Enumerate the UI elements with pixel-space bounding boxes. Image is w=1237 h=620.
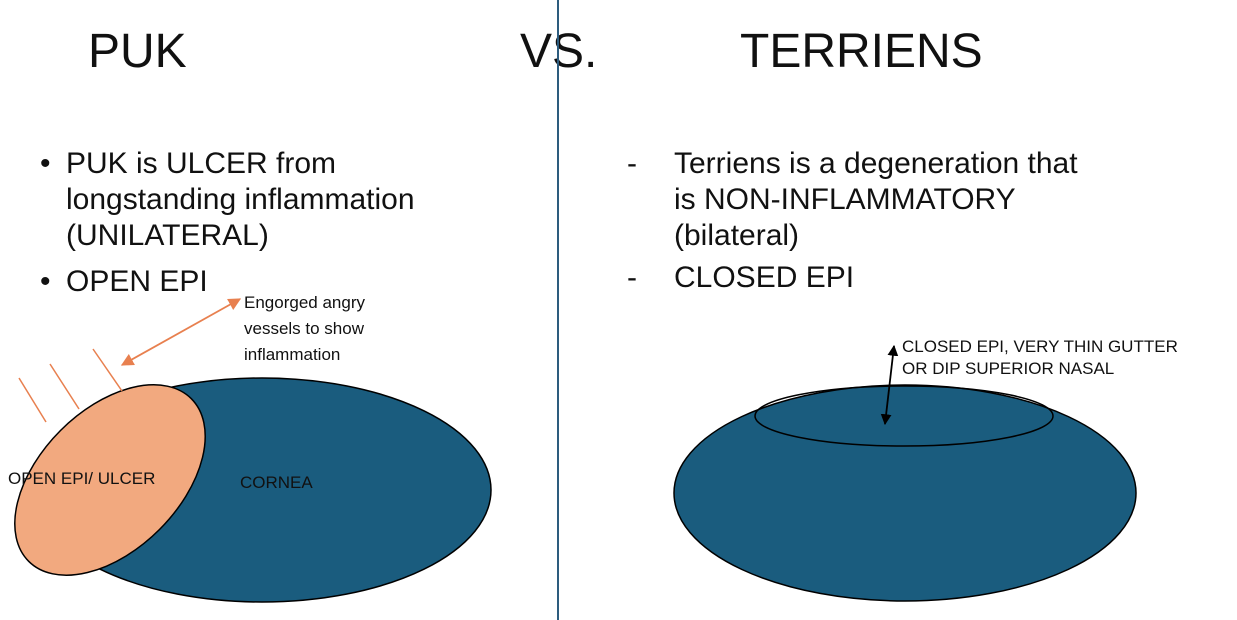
- bullet-dot: •: [40, 147, 51, 180]
- terriens-bullet-text: CLOSED EPI: [674, 261, 855, 294]
- engorged-vessels-label: Engorged angry vessels to show inflammat…: [244, 290, 365, 368]
- puk-bullet-text: OPEN EPI: [66, 265, 208, 298]
- gutter-ellipse: [754, 385, 1054, 447]
- puk-bullet-text: PUK is ULCER from longstanding inflammat…: [66, 147, 415, 252]
- label-line: vessels to show: [244, 319, 364, 338]
- vessels-arrow: [120, 298, 242, 366]
- label-line: inflammation: [244, 345, 341, 364]
- puk-bullet-item: • OPEN EPI: [40, 264, 510, 300]
- bullet-dash: -: [627, 147, 637, 180]
- gutter-arrow: [880, 344, 899, 426]
- terriens-bullet-list: - Terriens is a degeneration that is NON…: [625, 146, 1105, 302]
- bullet-dot: •: [40, 265, 51, 298]
- vessel-line-1: [18, 377, 47, 423]
- closed-epi-gutter-label: CLOSED EPI, VERY THIN GUTTER OR DIP SUPE…: [902, 336, 1178, 380]
- vessel-line-3: [92, 348, 123, 392]
- label-line: OR DIP SUPERIOR NASAL: [902, 359, 1115, 378]
- terriens-bullet-text: Terriens is a degeneration that is NON-I…: [674, 147, 1078, 252]
- puk-title: PUK: [88, 25, 187, 78]
- puk-bullet-list: • PUK is ULCER from longstanding inflamm…: [40, 146, 510, 310]
- ulcer-label: OPEN EPI/ ULCER: [8, 469, 156, 488]
- terriens-bullet-item: - CLOSED EPI: [625, 260, 1105, 296]
- ulcer-patch-ellipse: [14, 384, 206, 576]
- label-line: CLOSED EPI, VERY THIN GUTTER: [902, 337, 1178, 356]
- cornea-label: CORNEA: [240, 473, 313, 492]
- terriens-bullet-item: - Terriens is a degeneration that is NON…: [625, 146, 1105, 254]
- vessel-line-2: [49, 363, 80, 410]
- label-line: Engorged angry: [244, 293, 365, 312]
- puk-bullet-item: • PUK is ULCER from longstanding inflamm…: [40, 146, 510, 254]
- bullet-dash: -: [627, 261, 637, 294]
- terriens-cornea-ellipse: [673, 384, 1137, 602]
- column-divider: [557, 0, 559, 620]
- terriens-title: TERRIENS: [740, 25, 983, 78]
